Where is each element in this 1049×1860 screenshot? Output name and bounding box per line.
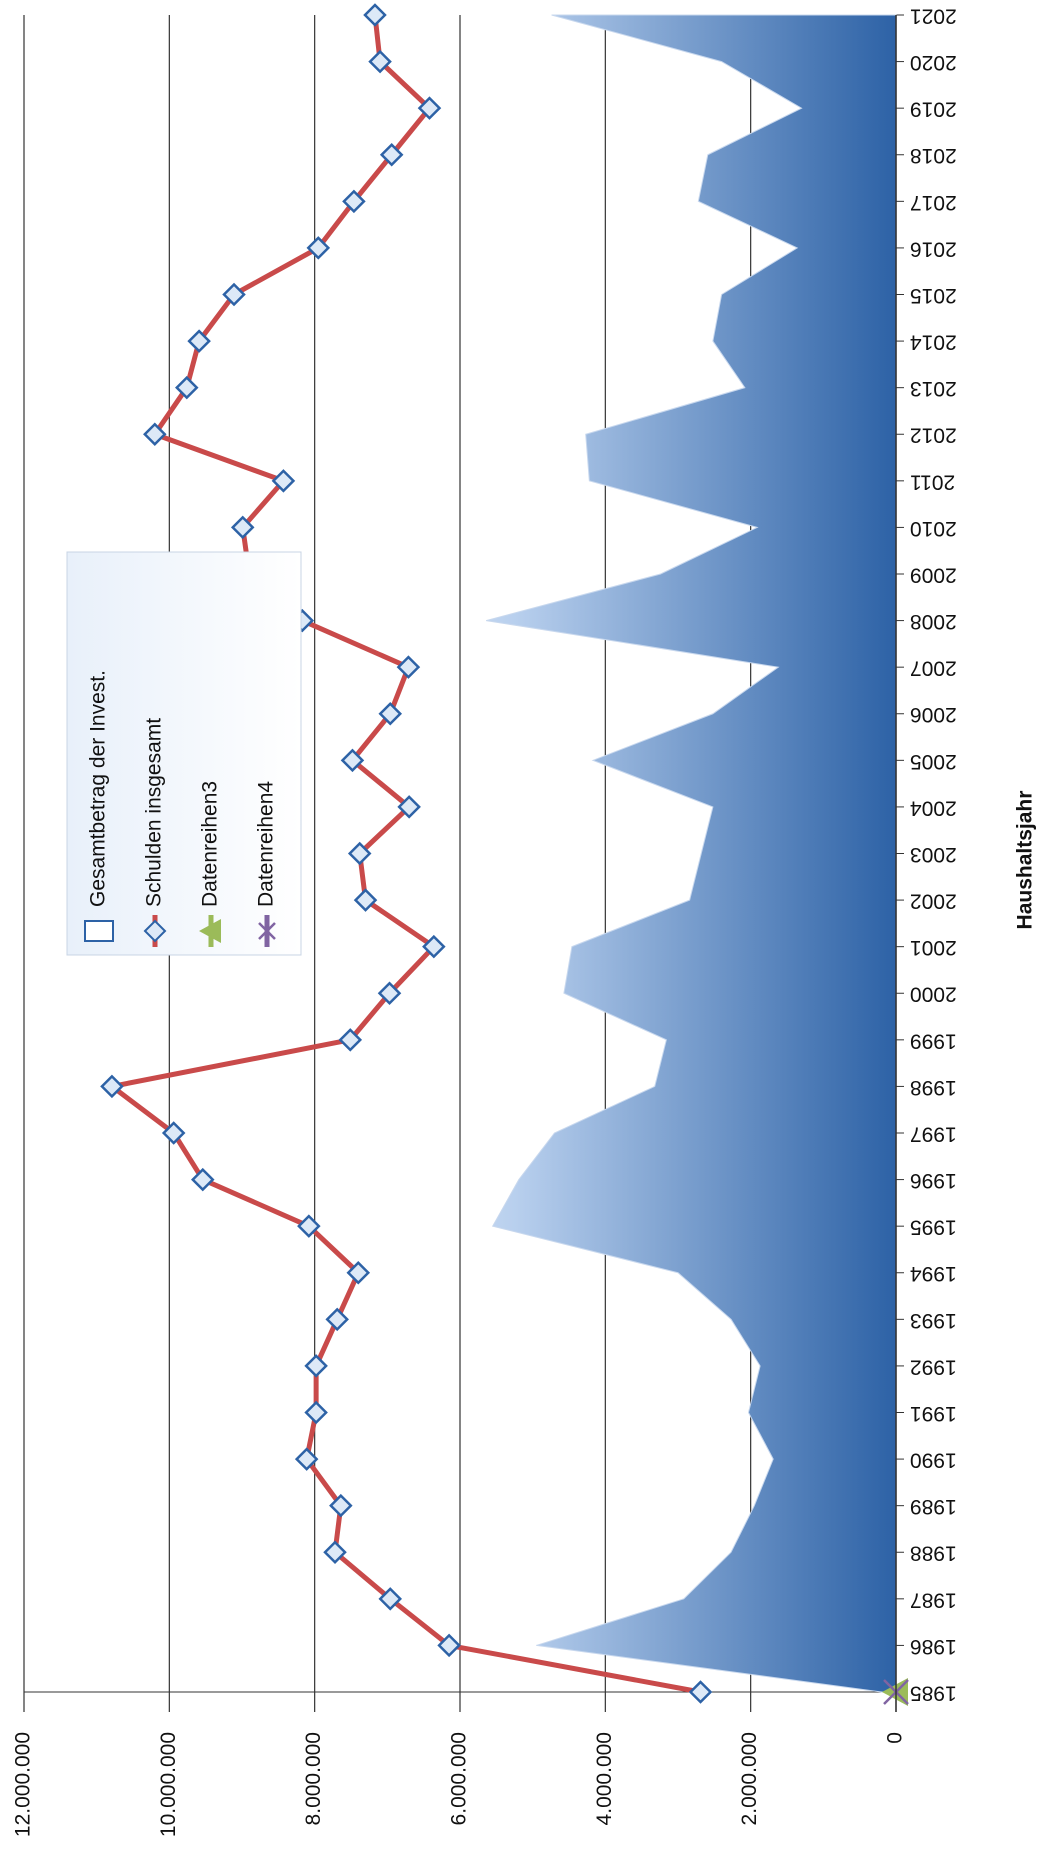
marker bbox=[323, 1540, 347, 1565]
x-tick-label: 2005 bbox=[910, 750, 957, 773]
marker bbox=[397, 795, 421, 819]
x-tick-label: 1986 bbox=[910, 1635, 957, 1658]
x-tick-label: 2000 bbox=[910, 983, 957, 1006]
y-tick-label: 2.000.000 bbox=[738, 1732, 761, 1825]
marker bbox=[346, 1260, 371, 1285]
marker bbox=[437, 1633, 461, 1658]
marker bbox=[377, 981, 402, 1006]
legend-label: Schulden insgesamt bbox=[143, 718, 166, 907]
x-tick-label: 1996 bbox=[910, 1169, 957, 1192]
legend-key bbox=[84, 920, 114, 942]
legend-key bbox=[258, 922, 276, 940]
legend-key bbox=[199, 919, 221, 943]
x-tick-label: 1989 bbox=[910, 1495, 957, 1518]
y-tick-label: 4.000.000 bbox=[593, 1732, 616, 1825]
x-tick-label: 1995 bbox=[910, 1216, 957, 1239]
x-tick-label: 2007 bbox=[910, 657, 957, 680]
legend-label: Datenreihen3 bbox=[199, 781, 222, 907]
legend-label: Gesamtbetrag der Invest. bbox=[87, 670, 110, 907]
marker bbox=[161, 1121, 186, 1145]
marker bbox=[230, 515, 255, 540]
x-tick-label: 1990 bbox=[910, 1449, 957, 1472]
x-tick-label: 2008 bbox=[910, 610, 957, 633]
plot-group: Haushaltsjahr 0 2.000.000 4.000.000 6.000.0… bbox=[12, 3, 1037, 1837]
marker bbox=[190, 1167, 215, 1192]
marker bbox=[688, 1680, 713, 1704]
marker bbox=[368, 49, 392, 74]
x-tick-label: 2018 bbox=[910, 144, 957, 167]
x-tick-label: 2012 bbox=[910, 424, 957, 447]
x-tick-label: 2003 bbox=[910, 843, 957, 866]
marker bbox=[379, 142, 404, 167]
marker bbox=[294, 1447, 319, 1471]
x-axis-title: Haushaltsjahr bbox=[1014, 791, 1037, 930]
x-tick-label: 2006 bbox=[910, 703, 957, 726]
marker bbox=[304, 1400, 328, 1425]
x-tick-label: 1992 bbox=[910, 1355, 957, 1378]
marker bbox=[175, 375, 199, 400]
y-tick-label: 6.000.000 bbox=[448, 1732, 471, 1825]
x-tick-label: 2014 bbox=[910, 331, 957, 354]
marker bbox=[325, 1307, 349, 1332]
x-tick-label: 1994 bbox=[910, 1262, 957, 1285]
marker bbox=[304, 1354, 328, 1378]
legend-label: Datenreihen4 bbox=[255, 781, 278, 907]
legend-box bbox=[66, 551, 302, 956]
x-tick-label: 2010 bbox=[910, 517, 957, 540]
x-tick-label: 2002 bbox=[910, 890, 957, 913]
marker bbox=[271, 469, 296, 493]
x-tick-label: 2009 bbox=[910, 563, 957, 586]
marker bbox=[100, 1074, 124, 1099]
marker bbox=[347, 841, 372, 866]
x-tick-label: 2013 bbox=[910, 377, 957, 400]
x-tick-label: 2016 bbox=[910, 237, 957, 260]
marker bbox=[353, 888, 378, 912]
x-tick-label: 1987 bbox=[910, 1588, 957, 1611]
y-tick-label: 0 bbox=[884, 1732, 907, 1744]
x-tick-label: 2019 bbox=[910, 98, 957, 121]
x-tick-label: 2017 bbox=[910, 191, 957, 214]
x-tick-label: 1988 bbox=[910, 1542, 957, 1565]
y-tick-label: 8.000.000 bbox=[302, 1732, 325, 1825]
marker bbox=[378, 1587, 403, 1611]
marker bbox=[363, 3, 387, 27]
x-tick-label: 2001 bbox=[910, 936, 957, 959]
x-tick-label: 2021 bbox=[910, 4, 957, 27]
y-tick-label: 10.000.000 bbox=[157, 1732, 180, 1837]
x-tick-label: 1985 bbox=[910, 1681, 957, 1704]
marker bbox=[340, 748, 365, 773]
x-tick-label: 1991 bbox=[910, 1402, 957, 1425]
marker bbox=[222, 282, 246, 307]
legend-key bbox=[143, 919, 167, 943]
marker bbox=[378, 701, 403, 726]
x-tick-label: 1998 bbox=[910, 1076, 957, 1099]
x-tick-label: 2015 bbox=[910, 284, 957, 307]
marker bbox=[342, 189, 366, 214]
marker bbox=[306, 236, 331, 260]
marker bbox=[422, 934, 446, 959]
marker bbox=[187, 329, 211, 353]
x-tick-label: 1997 bbox=[910, 1122, 957, 1145]
marker bbox=[143, 422, 167, 447]
marker bbox=[329, 1493, 353, 1518]
marker bbox=[297, 1214, 321, 1238]
marker bbox=[396, 655, 421, 679]
marker bbox=[417, 96, 442, 120]
marker bbox=[338, 1028, 363, 1052]
x-tick-label: 2011 bbox=[910, 470, 955, 493]
x-tick-label: 2020 bbox=[910, 51, 957, 74]
x-tick-label: 1993 bbox=[910, 1309, 957, 1332]
x-tick-label: 1999 bbox=[910, 1029, 957, 1052]
x-tick-label: 2004 bbox=[910, 796, 957, 819]
y-tick-label: 12.000.000 bbox=[12, 1732, 35, 1837]
area bbox=[486, 14, 897, 1693]
